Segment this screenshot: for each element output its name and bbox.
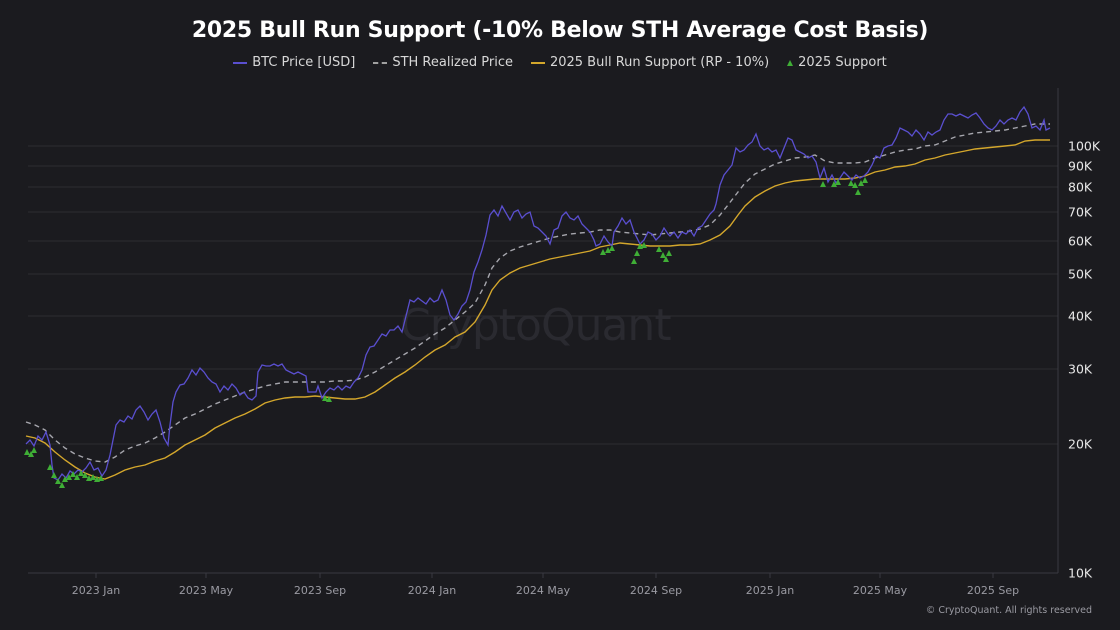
legend-label: BTC Price [USD] bbox=[252, 55, 356, 70]
chart-title: 2025 Bull Run Support (-10% Below STH Av… bbox=[191, 18, 929, 43]
legend-item-bull-run-support[interactable]: 2025 Bull Run Support (RP - 10%) bbox=[530, 55, 770, 70]
legend-label: 2025 Bull Run Support (RP - 10%) bbox=[549, 55, 770, 70]
x-tick-label: 2023 Sep bbox=[293, 584, 347, 597]
legend-label: STH Realized Price bbox=[392, 55, 513, 70]
y-tick-label: 50K bbox=[1068, 266, 1093, 282]
y-tick-label: 60K bbox=[1068, 233, 1093, 249]
x-tick-marks bbox=[95, 573, 994, 578]
support-markers bbox=[24, 177, 868, 488]
x-tick-label: 2024 Sep bbox=[629, 584, 683, 597]
y-tick-label: 100K bbox=[1068, 138, 1101, 154]
chart-legend: BTC Price [USD] STH Realized Price 2025 … bbox=[0, 55, 1120, 70]
x-tick-label: 2024 Jan bbox=[407, 584, 457, 597]
x-tick-label: 2024 May bbox=[515, 584, 571, 597]
x-tick-label: 2025 Jan bbox=[745, 584, 795, 597]
x-tick-label: 2023 May bbox=[178, 584, 234, 597]
y-tick-label: 10K bbox=[1068, 565, 1093, 581]
y-tick-label: 30K bbox=[1068, 361, 1093, 377]
y-tick-label: 40K bbox=[1068, 308, 1093, 324]
legend-item-sth-realized-price[interactable]: STH Realized Price bbox=[373, 55, 513, 70]
sth-realized-price-line bbox=[25, 123, 1050, 463]
copyright-notice: © CryptoQuant. All rights reserved bbox=[925, 605, 1092, 616]
watermark: CryptoQuant bbox=[400, 300, 672, 351]
y-tick-label: 80K bbox=[1068, 179, 1093, 195]
gridlines bbox=[28, 145, 1058, 445]
solid-line-swatch-icon bbox=[530, 61, 545, 64]
y-tick-label: 20K bbox=[1068, 436, 1093, 452]
x-tick-label: 2025 Sep bbox=[966, 584, 1020, 597]
dashed-line-swatch-icon bbox=[373, 61, 388, 64]
y-tick-label: 70K bbox=[1068, 204, 1093, 220]
triangle-marker-icon bbox=[787, 59, 794, 66]
legend-label: 2025 Support bbox=[798, 55, 887, 70]
legend-item-2025-support[interactable]: 2025 Support bbox=[787, 55, 887, 70]
x-tick-label: 2023 Jan bbox=[71, 584, 121, 597]
solid-line-swatch-icon bbox=[233, 61, 248, 64]
x-tick-label: 2025 May bbox=[852, 584, 908, 597]
legend-item-btc-price[interactable]: BTC Price [USD] bbox=[233, 55, 355, 70]
y-tick-label: 90K bbox=[1068, 158, 1093, 174]
btc-price-line bbox=[25, 105, 1051, 481]
bull-run-support-line bbox=[25, 139, 1050, 480]
